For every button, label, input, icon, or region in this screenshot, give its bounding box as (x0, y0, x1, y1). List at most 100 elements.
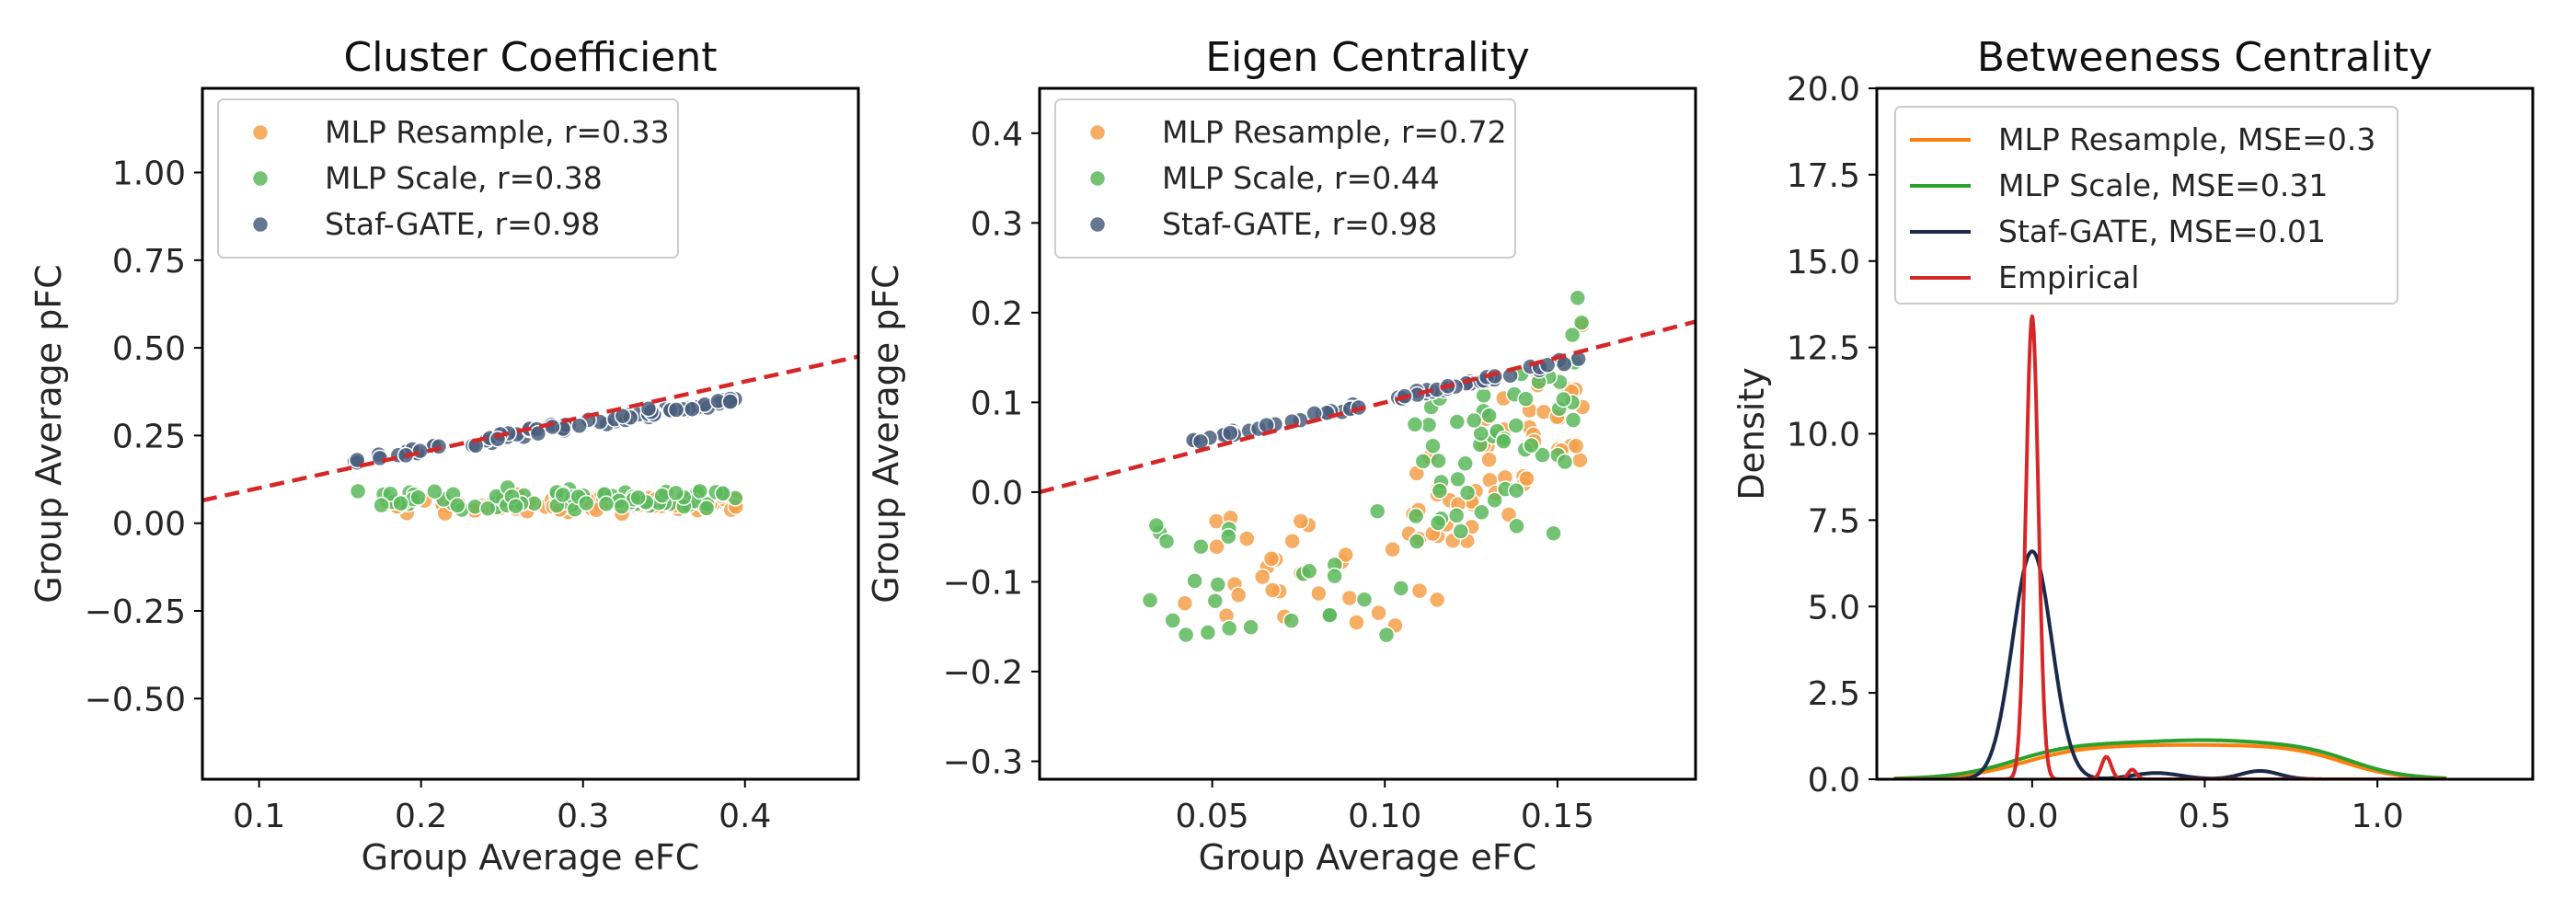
x-tick-label: 0.0 (2006, 798, 2058, 835)
y-tick-label: 15.0 (1787, 244, 1860, 282)
scatter-point (1518, 469, 1535, 488)
y-tick-label: 7.5 (1808, 502, 1860, 540)
scatter-point (1220, 527, 1237, 546)
legend-label: MLP Scale, r=0.44 (1162, 160, 1440, 196)
scatter-point (629, 489, 647, 507)
legend-label: Empirical (1998, 259, 2139, 295)
y-tick-label: 0.4 (971, 116, 1023, 154)
legend-label: MLP Resample, MSE=0.3 (1998, 121, 2375, 157)
legend-label: MLP Scale, r=0.38 (325, 160, 603, 196)
scatter-point (721, 393, 739, 410)
scatter-point (1472, 424, 1489, 443)
scatter-point (1452, 523, 1470, 540)
y-tick-label: −0.3 (943, 743, 1023, 781)
scatter-point (1177, 626, 1195, 644)
scatter-point (1563, 326, 1581, 344)
scatter-point (1292, 512, 1310, 530)
scatter-point (1429, 514, 1447, 532)
legend-label: MLP Resample, r=0.33 (325, 114, 670, 150)
y-tick-label: 5.0 (1808, 589, 1860, 627)
y-tick-label: 0.3 (971, 205, 1023, 243)
y-tick-label: 0.1 (971, 385, 1023, 422)
data-layer (1892, 314, 2448, 779)
legend-marker (1088, 123, 1107, 142)
scatter-point (1449, 470, 1466, 489)
legend-frame (217, 98, 679, 259)
x-tick-label: 0.05 (1176, 798, 1249, 835)
scatter-point (1157, 533, 1176, 550)
scatter-point (1340, 589, 1359, 607)
y-tick-label: 2.5 (1808, 675, 1860, 713)
x-tick-label: 0.5 (2179, 798, 2231, 835)
scatter-point (697, 500, 716, 517)
scatter-point (1486, 491, 1503, 509)
y-tick-label: 0.75 (112, 243, 186, 281)
scatter-point (1392, 580, 1410, 597)
axes-frame (201, 86, 860, 781)
scatter-point (449, 497, 466, 514)
scatter-point (1377, 626, 1396, 644)
y-tick-label: 20.0 (1787, 71, 1860, 109)
scatter-point (1253, 568, 1271, 586)
legend: MLP Resample, r=0.33 MLP Scale, r=0.38 Sta… (217, 98, 679, 259)
scatter-point (1569, 289, 1587, 307)
legend-label: Staf-GATE, r=0.98 (325, 206, 600, 242)
scatter-point (1456, 454, 1474, 473)
scatter-point (653, 487, 671, 504)
scatter-point (578, 494, 595, 512)
legend-marker (251, 169, 270, 188)
y-tick-label: 0.2 (971, 295, 1023, 333)
scatter-point (1567, 437, 1585, 455)
density-curve (1892, 742, 2448, 779)
identity-line (202, 354, 858, 503)
scatter-point (392, 494, 409, 512)
scatter-point (1410, 581, 1429, 600)
scatter-point (1538, 356, 1557, 374)
scatter-point (1475, 386, 1492, 405)
chart-title: Cluster Coefficient (343, 34, 717, 81)
scatter-point (614, 407, 632, 425)
data-layer (1040, 289, 1696, 644)
scatter-point (667, 401, 685, 419)
scatter-point (1480, 451, 1498, 468)
scatter-point (1508, 517, 1525, 535)
scatter-point (1242, 618, 1259, 636)
scatter-point (1534, 446, 1551, 464)
scatter-point (1337, 546, 1354, 564)
scatter-point (1282, 612, 1300, 629)
scatter-point (1473, 503, 1490, 522)
legend-frame (1894, 106, 2398, 305)
scatter-point (1229, 586, 1248, 604)
scatter-point (1147, 516, 1166, 535)
legend-label: MLP Resample, r=0.72 (1162, 114, 1507, 150)
identity-line (1040, 319, 1696, 495)
scatter-point (1431, 482, 1449, 500)
scatter-point (570, 417, 588, 435)
y-tick-label: 1.00 (112, 155, 186, 192)
scatter-point (1465, 411, 1483, 430)
scatter-point (639, 399, 658, 418)
chart-title: Betweeness Centrality (1977, 34, 2432, 81)
cluster-coefficient-panel: 0.1 0.2 0.3 0.4 −0.50 −0.25 0.00 0.25 0.50 0.75 1.… (29, 34, 860, 878)
x-tick-label: 0.3 (557, 798, 609, 835)
legend: MLP Resample, r=0.72 MLP Scale, r=0.44 Sta… (1054, 98, 1516, 259)
chart-title: Eigen Centrality (1205, 34, 1530, 81)
scatter-point (554, 486, 572, 504)
scatter-point (1572, 314, 1591, 331)
eigen-centrality-panel: 0.05 0.10 0.15 −0.3 −0.2 −0.1 0.0 0.1 0.2 0.3 0.4 E… (866, 34, 1697, 878)
legend-marker (251, 123, 270, 142)
scatter-point (684, 400, 701, 418)
x-axis-title: Group Average eFC (1199, 837, 1537, 878)
scatter-point (1186, 572, 1203, 590)
legend: MLP Resample, MSE=0.3 MLP Scale, MSE=0.31… (1894, 106, 2398, 305)
scatter-point (1370, 604, 1387, 622)
legend-label: Staf-GATE, r=0.98 (1162, 206, 1437, 242)
scatter-point (507, 497, 524, 515)
scatter-point (1326, 567, 1343, 585)
legend-label: MLP Scale, MSE=0.31 (1998, 167, 2328, 203)
y-tick-label: −0.2 (943, 654, 1023, 692)
scatter-point (1199, 624, 1217, 641)
scatter-point (1545, 524, 1562, 542)
scatter-point (1507, 481, 1525, 500)
